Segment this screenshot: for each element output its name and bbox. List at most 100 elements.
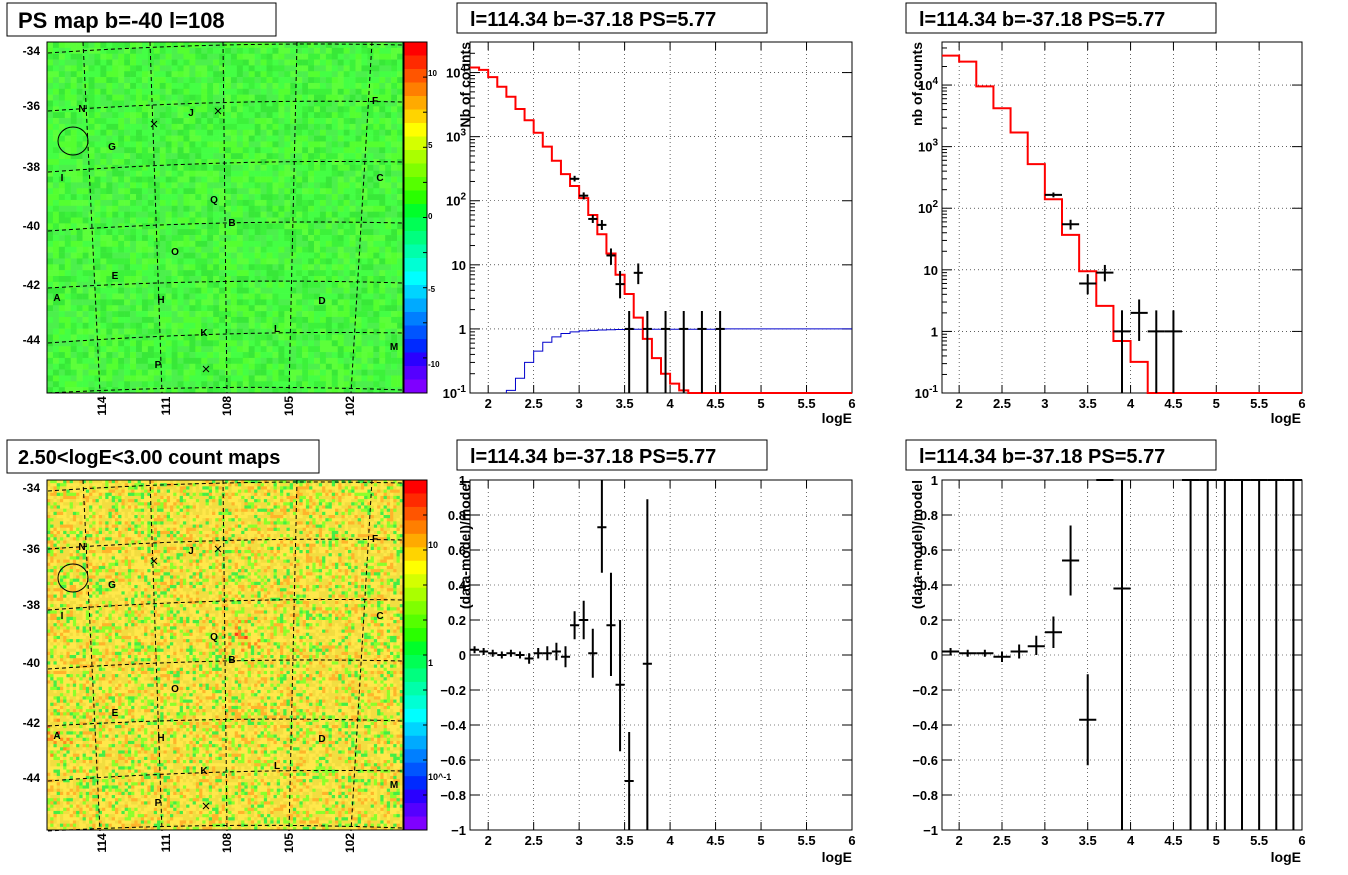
heatmap-cell [255, 118, 261, 124]
heatmap-cell [261, 141, 267, 147]
heatmap-cell [148, 194, 154, 200]
heatmap-cell [89, 381, 95, 387]
heatmap-cell [89, 130, 95, 136]
heatmap-cell [296, 60, 302, 66]
heatmap-cell [257, 505, 261, 508]
heatmap-cell [183, 77, 189, 83]
heatmap-cell [367, 182, 373, 188]
heatmap-cell [320, 42, 326, 48]
heatmap-cell [385, 212, 391, 218]
heatmap-cell [207, 118, 213, 124]
heatmap-cell [86, 499, 90, 502]
heatmap-cell [148, 206, 154, 212]
heatmap-cell [130, 299, 136, 305]
heatmap-cell [112, 502, 116, 505]
heatmap-cell [374, 496, 378, 499]
heatmap-cell [296, 311, 302, 317]
heatmap-cell [63, 502, 67, 505]
heatmap-cell [377, 512, 381, 515]
heatmap-cell [148, 352, 154, 358]
heatmap-cell [302, 42, 308, 48]
heatmap-cell [302, 118, 308, 124]
heatmap-cell [106, 188, 112, 194]
heatmap-cell [296, 83, 302, 89]
heatmap-cell [225, 118, 231, 124]
heatmap-cell [338, 483, 342, 486]
heatmap-cell [329, 496, 333, 499]
heatmap-cell [322, 502, 326, 505]
heatmap-cell [231, 206, 237, 212]
heatmap-cell [249, 358, 255, 364]
heatmap-cell [391, 235, 397, 241]
heatmap-cell [377, 499, 381, 502]
heatmap-cell [142, 264, 148, 270]
heatmap-cell [112, 370, 118, 376]
heatmap-cell [272, 387, 278, 393]
heatmap-cell [356, 387, 362, 393]
heatmap-cell [100, 358, 106, 364]
heatmap-cell [338, 77, 344, 83]
heatmap-cell [130, 65, 136, 71]
heatmap-cell [231, 188, 237, 194]
heatmap-cell [195, 305, 201, 311]
heatmap-cell [118, 71, 124, 77]
heatmap-cell [356, 48, 362, 54]
heatmap-cell [244, 483, 248, 486]
heatmap-cell [306, 515, 310, 518]
heatmap-cell [53, 147, 59, 153]
heatmap-cell [345, 505, 349, 508]
heatmap-cell [176, 502, 180, 505]
heatmap-cell [338, 258, 344, 264]
heatmap-cell [377, 509, 381, 512]
heatmap-cell [65, 358, 71, 364]
heatmap-cell [361, 502, 365, 505]
heatmap-cell [106, 130, 112, 136]
heatmap-cell [73, 483, 77, 486]
heatmap-cell [106, 118, 112, 124]
heatmap-cell [76, 480, 80, 483]
heatmap-cell [96, 483, 100, 486]
heatmap-cell [65, 370, 71, 376]
heatmap-cell [94, 364, 100, 370]
heatmap-cell [112, 65, 118, 71]
heatmap-cell [385, 153, 391, 159]
heatmap-cell [83, 352, 89, 358]
heatmap-cell [243, 253, 249, 259]
heatmap-cell [65, 130, 71, 136]
heatmap-cell [241, 509, 245, 512]
heatmap-cell [172, 200, 178, 206]
heatmap-cell [213, 95, 219, 101]
heatmap-cell [274, 486, 278, 489]
heatmap-cell [189, 364, 195, 370]
heatmap-cell [130, 346, 136, 352]
heatmap-cell [332, 499, 336, 502]
heatmap-cell [354, 493, 358, 496]
heatmap-cell [356, 65, 362, 71]
y-tick: -42 [23, 278, 41, 292]
heatmap-cell [397, 241, 403, 247]
heatmap-cell [350, 130, 356, 136]
heatmap-cell [308, 329, 314, 335]
heatmap-cell [397, 358, 403, 364]
heatmap-cell [243, 54, 249, 60]
heatmap-cell [183, 499, 187, 502]
heatmap-cell [354, 512, 358, 515]
heatmap-cell [106, 340, 112, 346]
heatmap-cell [136, 294, 142, 300]
heatmap-cell [79, 499, 83, 502]
heatmap-cell [314, 288, 320, 294]
heatmap-cell [154, 288, 160, 294]
heatmap-cell [166, 311, 172, 317]
heatmap-cell [65, 299, 71, 305]
heatmap-cell [274, 512, 278, 515]
heatmap-cell [71, 329, 77, 335]
heatmap-cell [59, 346, 65, 352]
heatmap-cell [302, 247, 308, 253]
heatmap-cell [65, 352, 71, 358]
heatmap-cell [124, 200, 130, 206]
heatmap-cell [148, 188, 154, 194]
heatmap-cell [356, 194, 362, 200]
heatmap-cell [83, 323, 89, 329]
heatmap-cell [332, 141, 338, 147]
heatmap-cell [47, 165, 53, 171]
